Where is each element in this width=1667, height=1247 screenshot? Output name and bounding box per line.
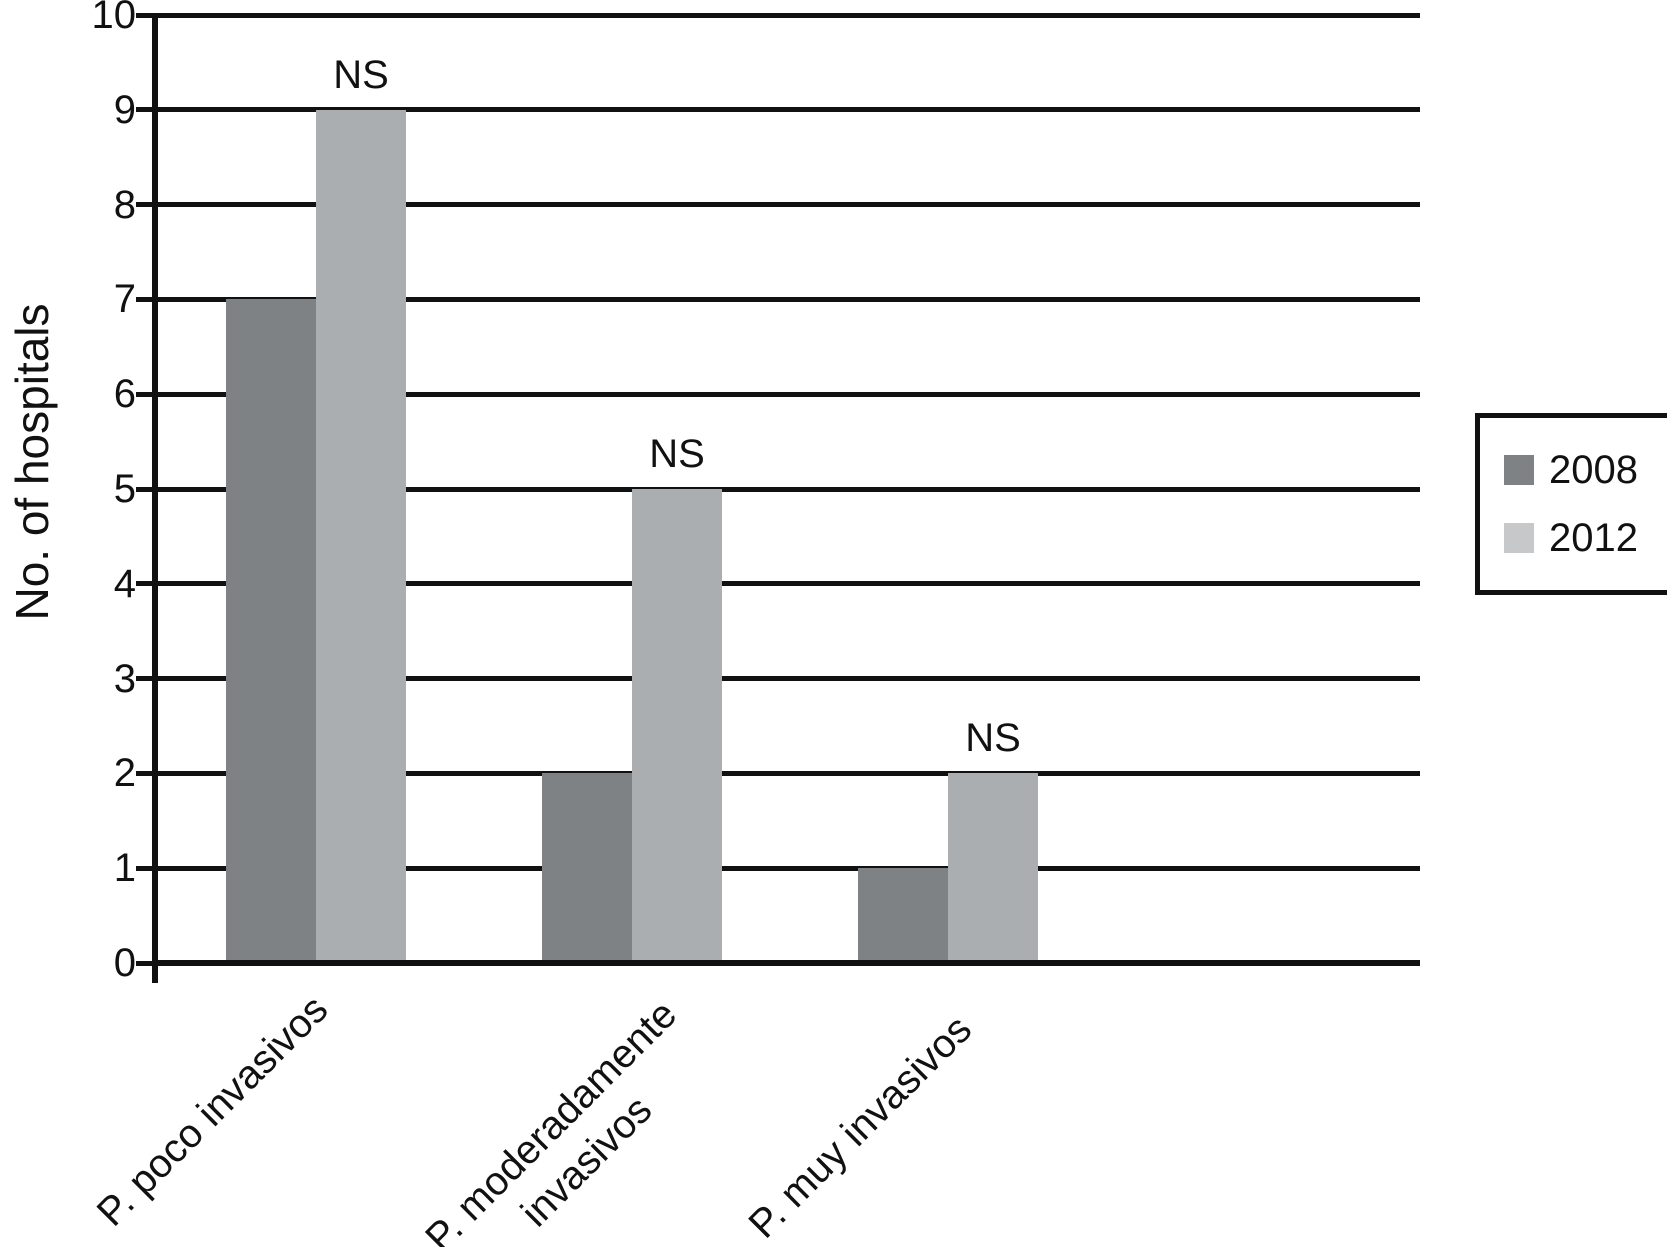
gridline-2 <box>158 770 1420 776</box>
y-tick-label-5: 5 <box>113 467 136 511</box>
gridline-5 <box>158 486 1420 492</box>
y-tick-label-6: 6 <box>113 372 136 417</box>
y-tick-label-7: 7 <box>113 277 136 322</box>
x-axis-line <box>152 960 1420 966</box>
legend-entry-2012: 2012 <box>1504 518 1667 558</box>
x-category-label-2: P. muy invasivos <box>740 1007 981 1247</box>
y-tick-label-2: 2 <box>113 751 136 796</box>
y-tick-label-8: 8 <box>113 182 136 227</box>
y-tick-2 <box>136 770 158 776</box>
x-category-label-0: P. poco invasivos <box>88 987 337 1235</box>
gridline-8 <box>158 202 1420 208</box>
y-tick-7 <box>136 296 158 302</box>
y-tick-8 <box>136 202 158 208</box>
bar-2012-0 <box>316 109 406 963</box>
y-tick-9 <box>136 107 158 113</box>
x-category-label-1: P. moderadamente invasivos <box>417 992 686 1247</box>
y-tick-label-10: 10 <box>91 0 137 37</box>
legend-swatch-2012 <box>1504 523 1534 553</box>
gridline-6 <box>158 391 1420 397</box>
y-tick-0 <box>136 960 158 966</box>
legend-label-2012: 2012 <box>1549 516 1638 560</box>
bar-2012-1 <box>632 489 722 963</box>
y-tick-label-3: 3 <box>113 656 136 701</box>
gridline-9 <box>158 107 1420 113</box>
bar-2008-1 <box>542 773 632 963</box>
gridline-10 <box>158 12 1420 18</box>
y-tick-6 <box>136 391 158 397</box>
y-tick-1 <box>136 865 158 871</box>
gridline-1 <box>158 865 1420 871</box>
y-tick-3 <box>136 676 158 682</box>
gridline-4 <box>158 581 1420 587</box>
legend-box: 2008 2012 <box>1475 413 1667 595</box>
y-tick-4 <box>136 581 158 587</box>
bar-2008-2 <box>858 868 948 963</box>
annotation-ns-2: NS <box>965 716 1021 761</box>
legend-label-2008: 2008 <box>1549 448 1638 492</box>
bar-2012-2 <box>948 773 1038 963</box>
y-tick-label-0: 0 <box>113 941 136 985</box>
y-tick-label-4: 4 <box>113 561 136 606</box>
gridline-3 <box>158 676 1420 682</box>
gridline-7 <box>158 296 1420 302</box>
bar-2008-0 <box>226 299 316 963</box>
legend-entry-2008: 2008 <box>1504 450 1667 490</box>
y-tick-5 <box>136 486 158 492</box>
y-axis-line <box>152 13 158 983</box>
y-tick-label-9: 9 <box>113 87 136 132</box>
annotation-ns-1: NS <box>649 432 705 476</box>
legend-swatch-2008 <box>1504 455 1534 485</box>
y-tick-label-1: 1 <box>113 846 136 891</box>
y-tick-10 <box>136 12 158 18</box>
annotation-ns-0: NS <box>333 52 389 97</box>
